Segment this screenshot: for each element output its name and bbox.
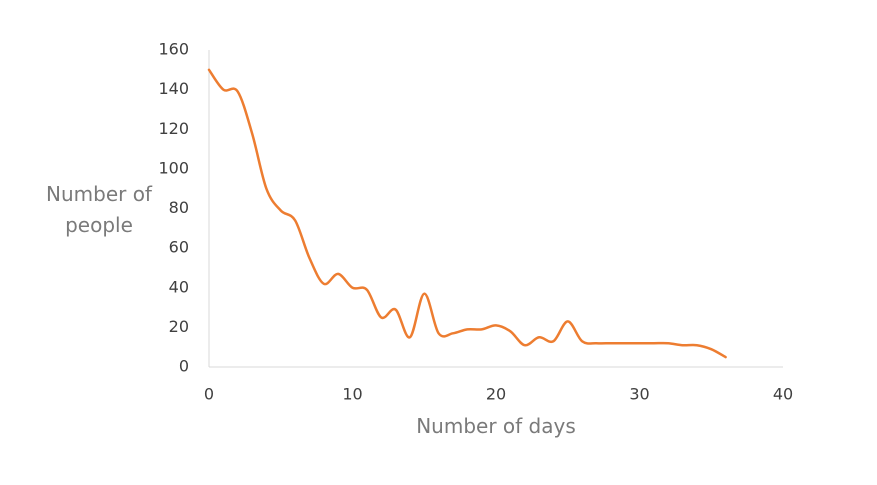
y-tick-label: 80 (169, 198, 189, 217)
x-tick-label: 10 (342, 385, 362, 404)
y-tick-label: 120 (158, 119, 189, 138)
y-tick-label: 140 (158, 79, 189, 98)
x-tick-label: 0 (204, 385, 214, 404)
x-tick-label: 20 (486, 385, 506, 404)
y-tick-label: 0 (179, 357, 189, 376)
y-axis-title: Number of people (46, 182, 152, 237)
x-axis-title: Number of days (416, 414, 576, 438)
y-tick-label: 100 (158, 158, 189, 177)
y-tick-label: 40 (169, 277, 189, 296)
y-tick-label: 160 (158, 40, 189, 59)
y-tick-label: 60 (169, 238, 189, 257)
data-line (207, 68, 727, 359)
x-tick-label: 40 (773, 385, 793, 404)
x-tick-label: 30 (629, 385, 649, 404)
y-tick-label: 20 (169, 317, 189, 336)
